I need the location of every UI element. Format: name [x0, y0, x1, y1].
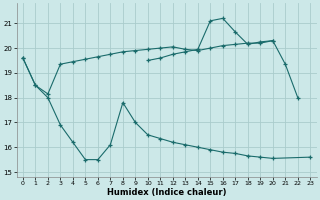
X-axis label: Humidex (Indice chaleur): Humidex (Indice chaleur) [107, 188, 226, 197]
